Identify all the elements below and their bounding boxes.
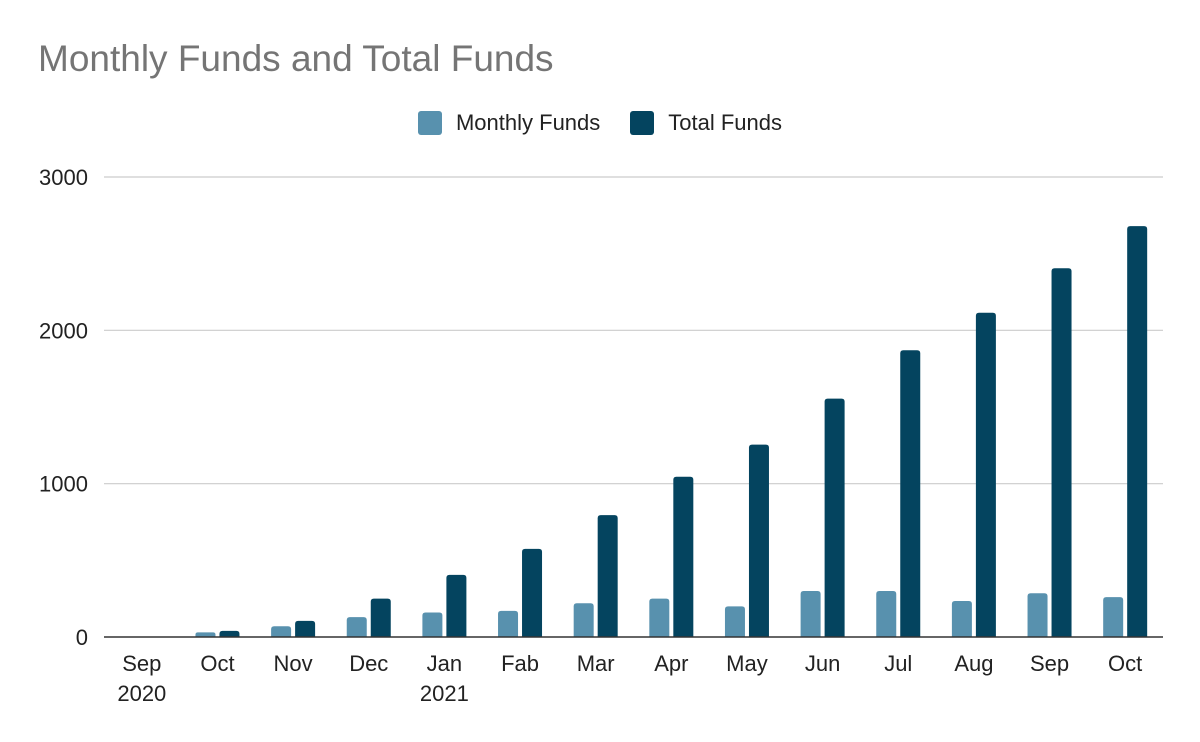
bar-monthly-funds bbox=[724, 606, 745, 637]
y-tick-label: 1000 bbox=[39, 472, 88, 497]
bar-total-funds bbox=[446, 574, 467, 637]
bar-monthly-funds bbox=[422, 612, 443, 637]
legend-swatch-monthly-funds bbox=[417, 111, 442, 135]
x-tick-label: Sep bbox=[1030, 651, 1069, 676]
x-tick-label: Jun bbox=[805, 651, 840, 676]
bar-monthly-funds bbox=[1027, 593, 1048, 637]
bar-monthly-funds bbox=[498, 610, 519, 637]
bar-total-funds bbox=[824, 398, 845, 637]
x-tick-label: 2020 bbox=[117, 681, 166, 706]
x-tick-label: Apr bbox=[654, 651, 688, 676]
bar-total-funds bbox=[1051, 268, 1072, 637]
x-tick-label: Fab bbox=[501, 651, 539, 676]
x-tick-label: May bbox=[726, 651, 768, 676]
y-tick-label: 0 bbox=[76, 625, 88, 650]
x-tick-label: Jul bbox=[884, 651, 912, 676]
legend-item-total-funds: Total Funds bbox=[630, 110, 782, 136]
legend-swatch-total-funds bbox=[630, 111, 655, 135]
bar-monthly-funds bbox=[800, 591, 821, 637]
bar-total-funds bbox=[673, 476, 694, 637]
bar-total-funds bbox=[370, 598, 391, 637]
bar-monthly-funds bbox=[1103, 597, 1124, 637]
x-tick-label: Mar bbox=[577, 651, 615, 676]
x-tick-label: Nov bbox=[274, 651, 313, 676]
bar-total-funds bbox=[597, 515, 618, 637]
x-tick-label: 2021 bbox=[420, 681, 469, 706]
x-tick-label: Oct bbox=[1108, 651, 1142, 676]
bar-total-funds bbox=[975, 312, 996, 637]
bar-monthly-funds bbox=[271, 626, 292, 637]
y-tick-label: 2000 bbox=[39, 318, 88, 343]
chart-title: Monthly Funds and Total Funds bbox=[38, 38, 554, 79]
bar-monthly-funds bbox=[876, 591, 897, 637]
bar-monthly-funds bbox=[649, 598, 670, 637]
legend-item-monthly-funds: Monthly Funds bbox=[417, 110, 601, 136]
bar-total-funds bbox=[295, 620, 316, 637]
y-tick-label: 3000 bbox=[39, 165, 88, 190]
bar-monthly-funds bbox=[951, 600, 972, 637]
bar-monthly-funds bbox=[195, 632, 216, 637]
bar-total-funds bbox=[522, 548, 543, 637]
bar-total-funds bbox=[219, 630, 240, 637]
x-tick-label: Aug bbox=[954, 651, 993, 676]
x-tick-label: Oct bbox=[200, 651, 234, 676]
x-tick-label: Sep bbox=[122, 651, 161, 676]
bar-total-funds bbox=[900, 350, 921, 637]
legend-label-monthly-funds: Monthly Funds bbox=[455, 110, 601, 135]
bar-monthly-funds bbox=[573, 603, 594, 637]
legend-label-total-funds: Total Funds bbox=[668, 110, 783, 135]
x-tick-label: Dec bbox=[349, 651, 388, 676]
bar-total-funds bbox=[748, 444, 769, 637]
legend: Monthly Funds Total Funds bbox=[0, 110, 1200, 136]
x-tick-label: Jan bbox=[427, 651, 462, 676]
bar-monthly-funds bbox=[346, 617, 367, 637]
bar-total-funds bbox=[1127, 226, 1148, 638]
